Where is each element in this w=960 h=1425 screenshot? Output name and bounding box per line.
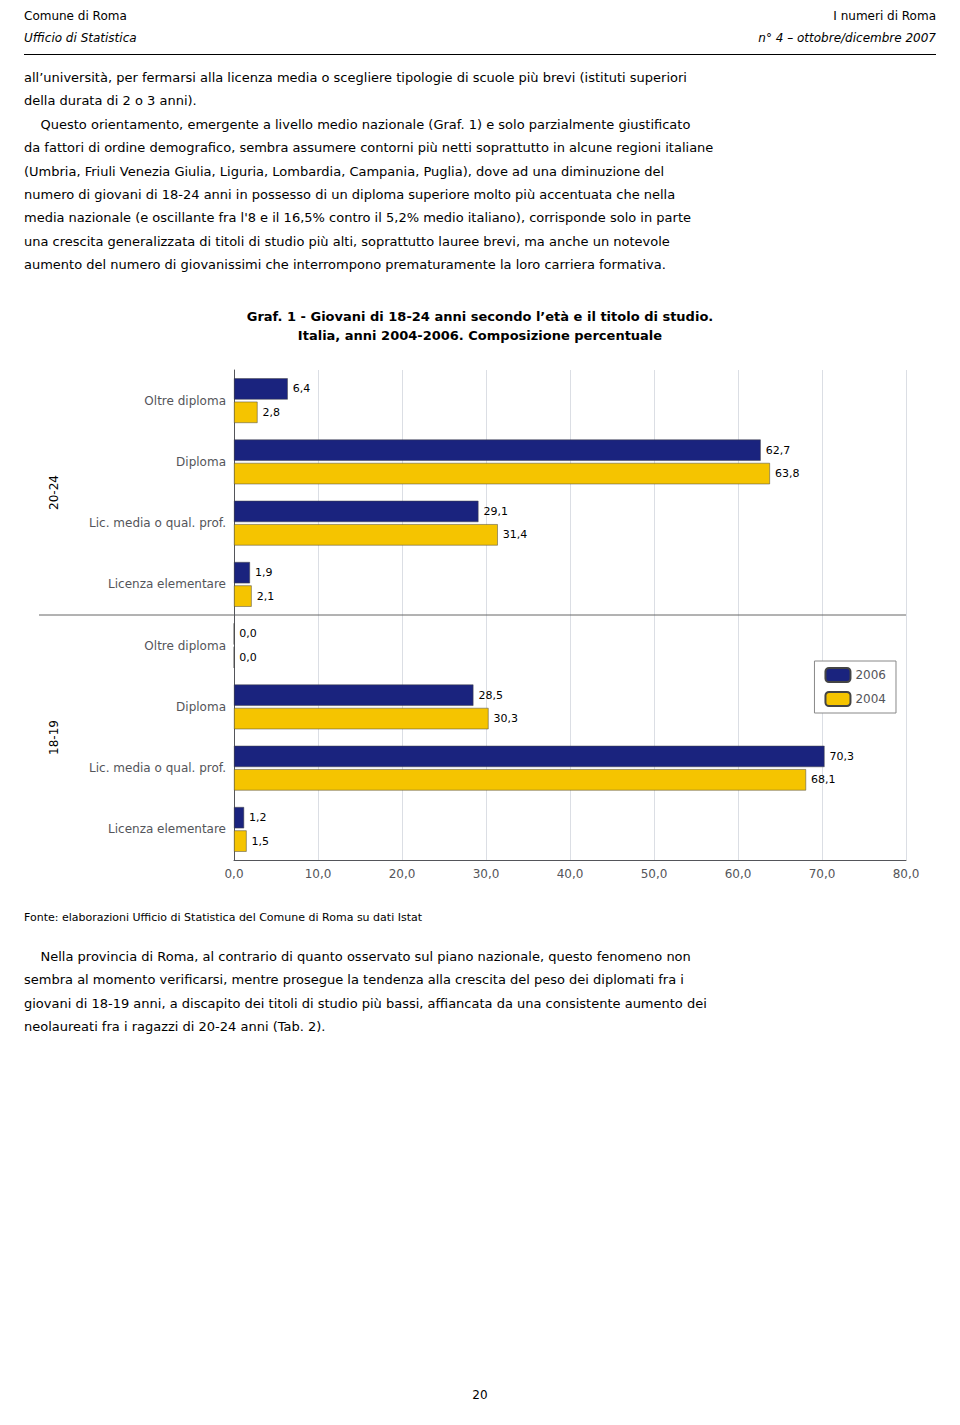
svg-text:2006: 2006 (855, 668, 886, 682)
svg-text:80,0: 80,0 (893, 867, 920, 881)
svg-text:Lic. media o qual. prof.: Lic. media o qual. prof. (89, 761, 226, 775)
svg-text:Diploma: Diploma (176, 700, 226, 714)
svg-text:50,0: 50,0 (641, 867, 668, 881)
svg-text:Oltre diploma: Oltre diploma (144, 639, 226, 653)
svg-text:Licenza elementare: Licenza elementare (108, 577, 226, 591)
svg-text:70,3: 70,3 (830, 750, 855, 763)
svg-text:1,5: 1,5 (252, 835, 270, 848)
html-text:Nella provincia di Roma, al co: Nella provincia di Roma, al contrario di… (24, 949, 707, 1035)
svg-text:0,0: 0,0 (239, 651, 257, 664)
html-text:Comune di Roma: Comune di Roma (24, 9, 127, 23)
svg-text:0,0: 0,0 (239, 627, 257, 640)
svg-text:40,0: 40,0 (557, 867, 584, 881)
svg-text:30,3: 30,3 (494, 712, 519, 725)
svg-text:60,0: 60,0 (725, 867, 752, 881)
svg-text:20-24: 20-24 (47, 475, 61, 510)
svg-text:6,4: 6,4 (293, 382, 311, 395)
svg-text:31,4: 31,4 (503, 528, 528, 541)
svg-text:2,8: 2,8 (263, 406, 281, 419)
svg-text:Diploma: Diploma (176, 455, 226, 469)
svg-text:0,0: 0,0 (224, 867, 243, 881)
svg-text:Graf. 1 - Giovani di 18-24 ann: Graf. 1 - Giovani di 18-24 anni secondo … (247, 309, 714, 324)
svg-text:Italia, anni 2004-2006. Compos: Italia, anni 2004-2006. Composizione per… (298, 328, 662, 343)
svg-text:18-19: 18-19 (47, 720, 61, 755)
svg-text:2004: 2004 (855, 692, 886, 706)
html-text:Fonte: elaborazioni Ufficio di: Fonte: elaborazioni Ufficio di Statistic… (24, 911, 422, 924)
svg-text:1,2: 1,2 (249, 811, 267, 824)
svg-text:Licenza elementare: Licenza elementare (108, 822, 226, 836)
svg-text:29,1: 29,1 (483, 505, 508, 518)
svg-text:68,1: 68,1 (811, 773, 836, 786)
svg-text:1,9: 1,9 (255, 566, 273, 579)
svg-text:70,0: 70,0 (809, 867, 836, 881)
svg-text:10,0: 10,0 (305, 867, 332, 881)
svg-text:20,0: 20,0 (389, 867, 416, 881)
html-text:20: 20 (472, 1388, 488, 1402)
svg-text:2,1: 2,1 (257, 590, 275, 603)
html-text:n° 4 – ottobre/dicembre 2007: n° 4 – ottobre/dicembre 2007 (758, 31, 936, 45)
svg-text:Lic. media o qual. prof.: Lic. media o qual. prof. (89, 516, 226, 530)
svg-text:Oltre diploma: Oltre diploma (144, 394, 226, 408)
html-text:I numeri di Roma: I numeri di Roma (833, 9, 936, 23)
svg-text:30,0: 30,0 (473, 867, 500, 881)
svg-text:62,7: 62,7 (766, 444, 791, 457)
html-text:Ufficio di Statistica: Ufficio di Statistica (24, 31, 137, 45)
svg-text:63,8: 63,8 (775, 467, 800, 480)
svg-text:28,5: 28,5 (478, 689, 503, 702)
html-text:all’università, per fermarsi a: all’università, per fermarsi alla licenz… (24, 70, 714, 273)
